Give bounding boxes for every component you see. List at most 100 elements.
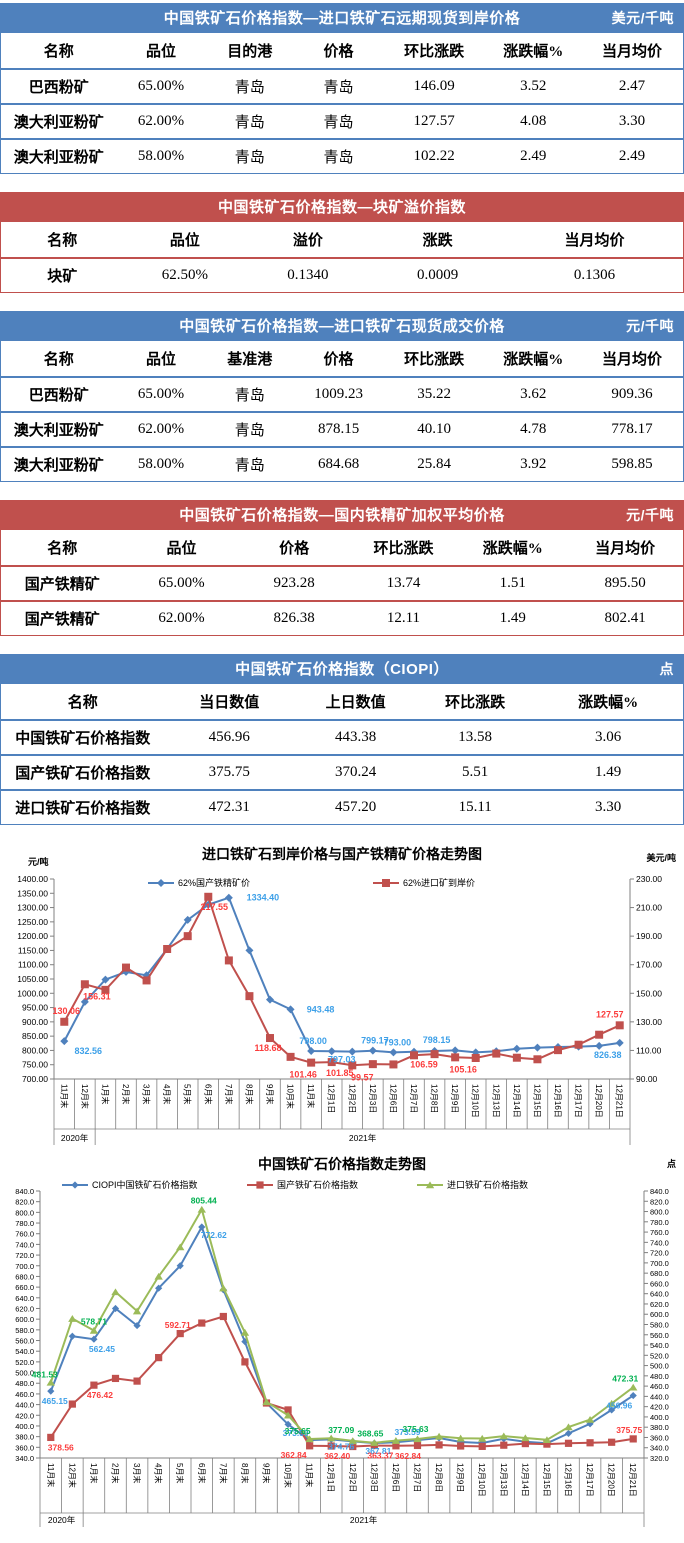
- x-axis-category-label: 10月末: [283, 1463, 293, 1488]
- data-point-marker: [198, 1223, 206, 1231]
- data-point-label: 106.59: [410, 1059, 438, 1069]
- data-point-marker: [306, 1442, 314, 1450]
- data-point-label: 772.62: [201, 1230, 227, 1240]
- x-axis-category-label: 12月20日: [594, 1084, 603, 1118]
- right-axis-tick-label: 340.0: [650, 1444, 669, 1453]
- x-axis-category-label: 12月21日: [615, 1084, 624, 1118]
- x-axis-category-label: 12月7日: [413, 1463, 422, 1492]
- left-axis-tick-label: 740.0: [15, 1240, 34, 1249]
- x-axis-category-label: 12月14日: [512, 1084, 521, 1118]
- chart-title: 进口铁矿石到岸价格与国产铁精矿价格走势图: [202, 846, 482, 862]
- left-axis-tick-label: 360.0: [15, 1443, 34, 1452]
- data-point-marker: [90, 1335, 98, 1343]
- ciopi-report-page: 中国铁矿石价格指数—进口铁矿石远期现货到岸价格 美元/千吨 名称 品位 目的港 价格环…: [0, 3, 684, 1528]
- data-point-marker: [521, 1439, 529, 1448]
- data-point-marker: [512, 1044, 521, 1053]
- left-axis-tick-label: 340.0: [15, 1454, 34, 1463]
- table-unit: 点: [659, 660, 674, 677]
- left-axis-tick-label: 380.0: [15, 1433, 34, 1442]
- table-unit: 元/千吨: [626, 506, 674, 523]
- data-table: 名称 当日数值 上日数值 环比涨跌 涨跌幅% 中国铁矿石价格指数 456.96 443.38 1…: [0, 683, 684, 825]
- right-axis-tick-label: 600.0: [650, 1310, 669, 1319]
- left-axis-unit-label: 元/吨: [28, 857, 49, 867]
- right-axis-tick-label: 360.0: [650, 1433, 669, 1442]
- legend-label: 62%国产铁精矿价: [178, 877, 250, 888]
- data-point-marker: [89, 1326, 99, 1334]
- table-cell: 826.38: [239, 600, 349, 636]
- data-point-label: 465.15: [42, 1396, 68, 1406]
- legend-item: 进口铁矿石价格指数: [417, 1179, 528, 1190]
- data-point-marker: [101, 985, 110, 994]
- right-axis-tick-label: 110.00: [636, 1045, 662, 1055]
- data-point-label: 101.85: [326, 1068, 354, 1078]
- table-cell: 澳大利亚粉矿: [0, 411, 117, 447]
- chart-import-vs-domestic-price-trend: 进口铁矿石到岸价格与国产铁精矿价格走势图 元/吨 美元/吨 700.00 750.…: [0, 843, 684, 1153]
- data-point-marker: [68, 1315, 77, 1322]
- right-axis-tick-label: 760.0: [650, 1228, 669, 1237]
- data-point-marker: [197, 1205, 206, 1213]
- data-point-marker: [198, 1319, 206, 1327]
- x-axis-category-label: 12月3日: [369, 1463, 378, 1492]
- data-point-marker: [286, 1005, 295, 1014]
- table-cell: 65.00%: [116, 376, 206, 412]
- left-axis-tick-label: 950.00: [22, 1003, 48, 1013]
- left-axis-tick-label: 400.0: [15, 1422, 34, 1431]
- price-trend-chart-canvas: 700.00 750.00 800.00 850.00 900.00 950.00 1000…: [17, 874, 662, 1145]
- left-axis-tick-label: 600.0: [15, 1315, 34, 1324]
- data-point-marker: [492, 1049, 501, 1058]
- column-header: 目的港: [227, 44, 273, 60]
- left-axis-tick-label: 560.0: [15, 1337, 34, 1346]
- table-cell: 青岛: [294, 68, 383, 104]
- left-axis-tick-label: 800.0: [15, 1208, 34, 1217]
- right-axis-unit-label: 美元/吨: [646, 853, 676, 863]
- data-point-label: 99.57: [351, 1072, 374, 1082]
- data-point-marker: [629, 1391, 637, 1400]
- table-cell: 12.11: [348, 600, 459, 636]
- left-axis-tick-label: 840.0: [15, 1187, 34, 1196]
- table-cell: 1.51: [458, 565, 568, 601]
- legend-item: CIOPI中国铁矿石价格指数: [62, 1179, 198, 1190]
- column-header: 价格: [279, 541, 310, 557]
- data-point-marker: [327, 1434, 336, 1442]
- table-cell: 青岛: [205, 68, 295, 104]
- column-header: 涨跌幅%: [503, 352, 564, 368]
- left-axis-tick-label: 700.00: [22, 1074, 48, 1084]
- column-header: 涨跌: [422, 233, 453, 249]
- table-title-bar: 中国铁矿石价格指数—进口铁矿石远期现货到岸价格 美元/千吨: [0, 3, 684, 32]
- column-header: 上日数值: [325, 695, 386, 711]
- x-axis-category-label: 6月末: [197, 1463, 207, 1483]
- table-header-row: 名称 品位 基准港 价格 环比涨跌 涨跌幅% 当月均价: [1, 341, 684, 378]
- x-axis-category-label: 11月末: [305, 1463, 315, 1487]
- data-point-marker: [183, 915, 192, 924]
- table-title-bar: 中国铁矿石价格指数（CIOPI） 点: [0, 654, 684, 683]
- x-axis-category-label: 8月末: [244, 1084, 254, 1104]
- left-axis-tick-label: 580.0: [15, 1326, 34, 1335]
- column-header: 当月均价: [564, 233, 625, 249]
- data-point-label: 472.31: [612, 1373, 638, 1383]
- table-row: 国产铁矿石价格指数 375.75 370.24 5.51 1.49: [0, 754, 684, 790]
- left-axis-tick-label: 800.00: [22, 1045, 48, 1055]
- table-row: 澳大利亚粉矿 62.00% 青岛 878.15 40.10 4.78 778.17: [0, 411, 684, 447]
- table-cell: 0.1306: [505, 257, 684, 293]
- x-axis-category-label: 10月末: [286, 1084, 296, 1109]
- data-point-marker: [80, 980, 89, 989]
- x-axis-category-label: 2月末: [111, 1463, 121, 1483]
- x-axis-category-label: 9月末: [262, 1463, 272, 1483]
- table-cell: 909.36: [581, 376, 684, 412]
- data-point-label: 476.42: [87, 1390, 113, 1400]
- data-point-marker: [607, 1399, 616, 1407]
- data-point-label: 798.15: [423, 1035, 451, 1045]
- right-axis-tick-label: 320.0: [650, 1454, 669, 1463]
- data-point-marker: [266, 995, 274, 1004]
- data-point-marker: [586, 1439, 594, 1447]
- data-point-marker: [266, 1034, 274, 1043]
- data-point-marker: [585, 1415, 595, 1423]
- x-axis-category-label: 8月末: [240, 1463, 250, 1483]
- table-cell: 62.00%: [116, 411, 206, 447]
- data-point-label: 456.96: [606, 1401, 632, 1411]
- right-axis-tick-label: 700.0: [650, 1259, 669, 1268]
- data-point-marker: [286, 1052, 295, 1061]
- table-unit: 美元/千吨: [611, 9, 674, 26]
- data-point-label: 578.71: [81, 1317, 107, 1327]
- data-point-marker: [68, 1400, 76, 1408]
